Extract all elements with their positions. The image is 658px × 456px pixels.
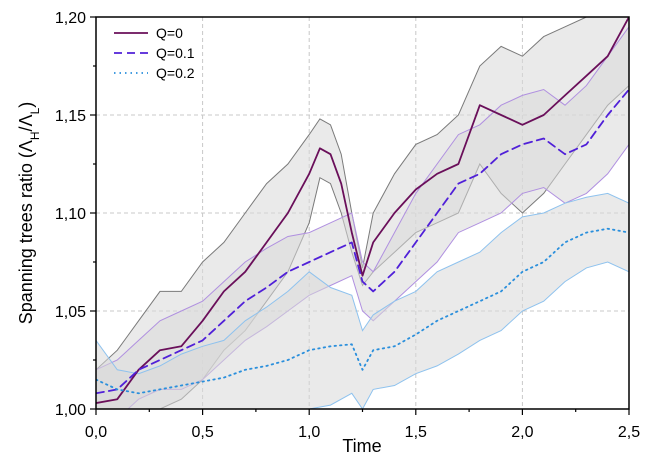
series-line-1 [96,88,629,395]
axis-ticks: 0,0 0,5 1,0 1,5 2,0 2,5 1,00 1,05 1,10 1,15 1,20 [55,10,640,441]
x-tick-label: 2,0 [511,424,533,441]
y-axis-title-text: Spanning trees ratio ( [16,152,36,324]
y-tick-label: 1,15 [55,108,86,125]
y-tick-label: 1,00 [55,402,86,419]
y-axis-title-sub-l: L [28,107,42,114]
band-fill-series-2 [96,193,629,409]
y-axis-title-lambda-h: Λ [16,140,36,152]
legend: Q=0 Q=0.1 Q=0.2 [114,25,195,81]
confidence-bands [96,17,629,409]
y-axis-title-slash: / [16,126,36,131]
series-line-2 [96,227,629,395]
legend-label-0: Q=0 [156,25,183,41]
y-axis-title: Spanning trees ratio (ΛH/ΛL) [16,102,42,325]
legend-label-2: Q=0.2 [156,65,195,81]
y-tick-label: 1,05 [55,304,86,321]
band-lower-edge-series-2 [96,261,629,409]
band-fill-series-1 [96,26,629,409]
y-axis-title-lambda-l: Λ [16,114,36,126]
series-line-0 [96,17,629,405]
x-tick-label: 1,5 [405,424,427,441]
series-lines [96,17,629,405]
band-upper-edge-series-1 [96,26,629,371]
y-axis-title-sub-h: H [28,131,42,140]
x-tick-label: 1,0 [298,424,320,441]
x-tick-label: 2,5 [618,424,640,441]
y-tick-label: 1,10 [55,206,86,223]
y-axis-title-close: ) [16,102,36,108]
y-tick-label: 1,20 [55,10,86,27]
band-upper-edge-series-2 [96,192,629,375]
x-axis-title: Time [342,436,381,456]
x-tick-label: 0,5 [191,424,213,441]
legend-label-1: Q=0.1 [156,45,195,61]
x-tick-label: 0,0 [85,424,107,441]
